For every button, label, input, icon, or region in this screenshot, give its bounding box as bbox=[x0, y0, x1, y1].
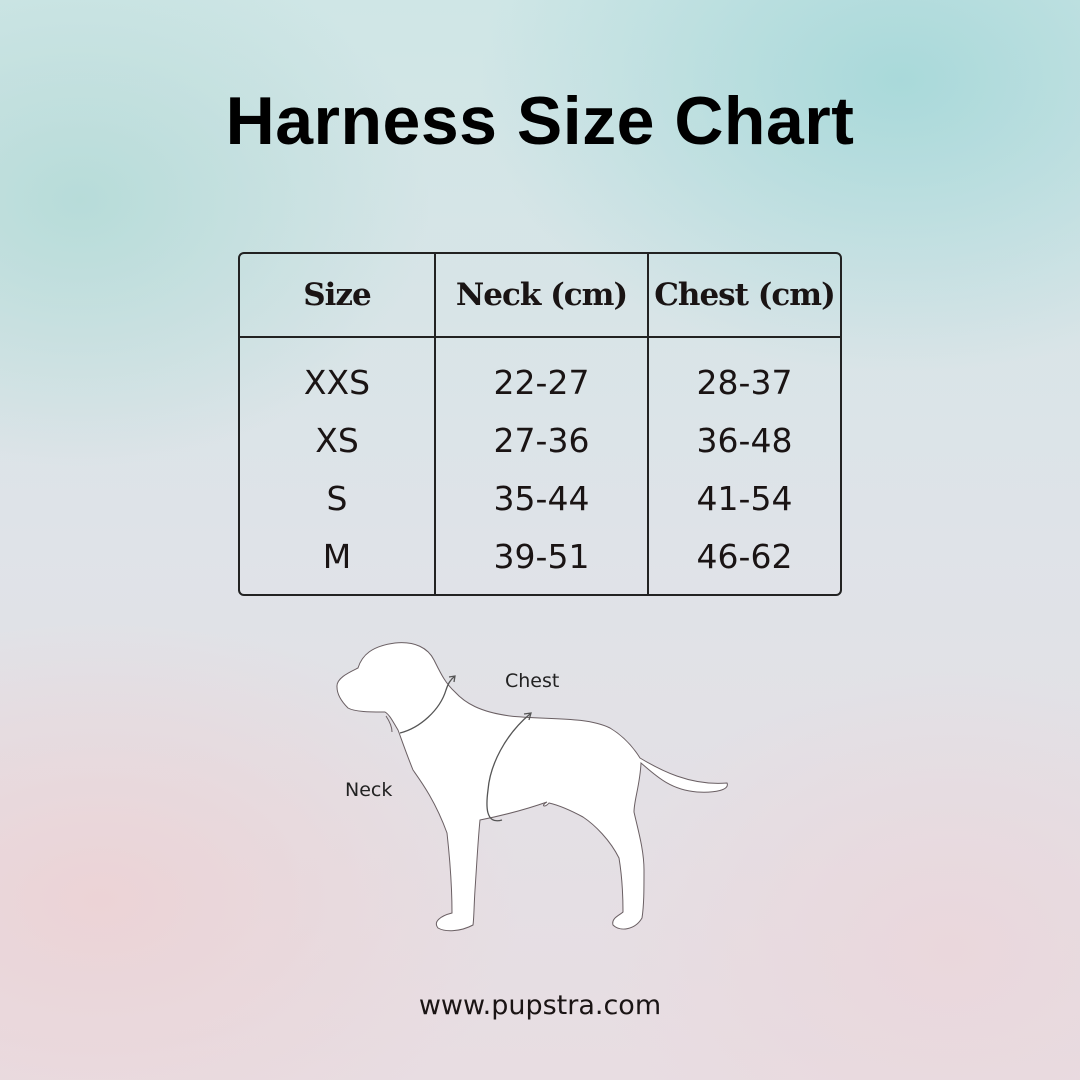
neck-measure-arrow bbox=[399, 675, 456, 734]
throat-line bbox=[385, 715, 393, 733]
chest-label: Chest bbox=[505, 670, 560, 692]
neck-cell: 22-27 bbox=[436, 338, 649, 411]
chest-cell: 41-54 bbox=[696, 478, 793, 518]
size-cell: XXS bbox=[240, 338, 436, 411]
neck-label: Neck bbox=[345, 779, 393, 801]
header-chest: Chest (cm) bbox=[649, 254, 840, 338]
page-title: Harness Size Chart bbox=[225, 83, 855, 159]
size-table: Size Neck (cm) Chest (cm) XXS 22-27 28-37 … bbox=[238, 252, 842, 596]
neck-cell: 27-36 bbox=[436, 411, 649, 469]
table-row: XXS 22-27 28-37 bbox=[240, 338, 840, 411]
header-neck: Neck (cm) bbox=[436, 254, 649, 338]
table-row: M 39-51 46-62 bbox=[240, 527, 840, 594]
size-cell: M bbox=[240, 527, 436, 594]
chest-cell: 46-62 bbox=[696, 536, 793, 576]
chest-cell: 36-48 bbox=[696, 420, 793, 460]
website-url[interactable]: www.pupstra.com bbox=[418, 990, 662, 1021]
neck-cell: 35-44 bbox=[436, 469, 649, 527]
chest-cell: 28-37 bbox=[696, 362, 793, 402]
header-size: Size bbox=[240, 254, 436, 338]
neck-cell: 39-51 bbox=[436, 527, 649, 594]
table-row: S 35-44 41-54 bbox=[240, 469, 840, 527]
table-header-row: Size Neck (cm) Chest (cm) bbox=[240, 254, 840, 338]
chest-measure-arrow bbox=[486, 712, 532, 822]
size-cell: XS bbox=[240, 411, 436, 469]
dog-silhouette bbox=[336, 642, 728, 932]
table-row: XS 27-36 36-48 bbox=[240, 411, 840, 469]
size-cell: S bbox=[240, 469, 436, 527]
